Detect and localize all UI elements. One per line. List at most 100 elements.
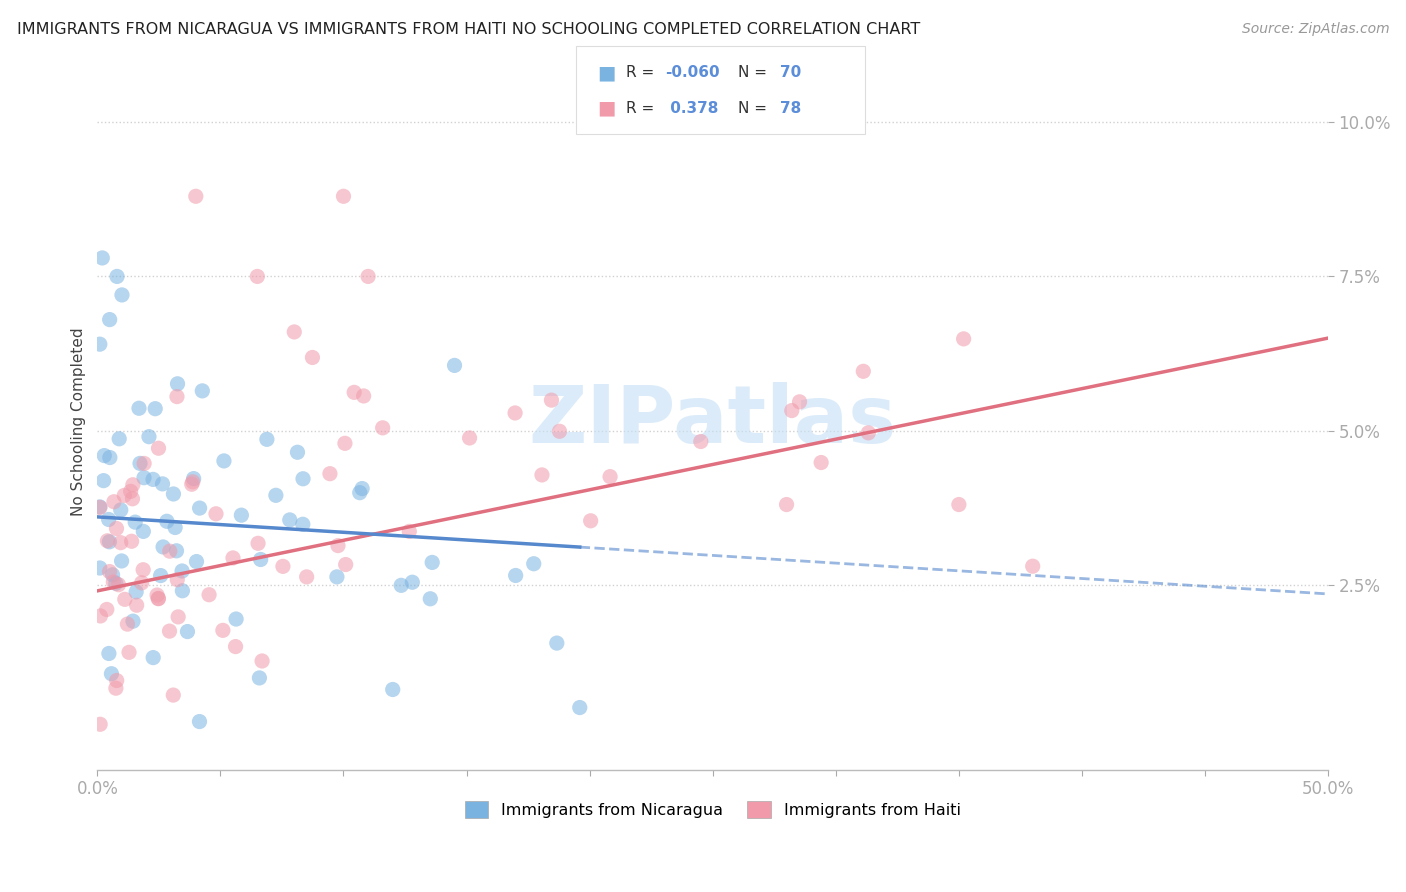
Point — [89, 500, 111, 515]
Point — [101, 567, 124, 582]
Text: -0.060: -0.060 — [665, 65, 720, 80]
Point — [283, 325, 305, 339]
Text: IMMIGRANTS FROM NICARAGUA VS IMMIGRANTS FROM HAITI NO SCHOOLING COMPLETED CORREL: IMMIGRANTS FROM NICARAGUA VS IMMIGRANTS … — [17, 22, 920, 37]
Point — [579, 514, 602, 528]
Point — [546, 636, 568, 650]
Point — [156, 514, 179, 528]
Point — [952, 332, 974, 346]
Point — [333, 436, 356, 450]
Point — [1022, 559, 1045, 574]
Point — [89, 609, 111, 624]
Point — [97, 647, 120, 661]
Point — [357, 269, 380, 284]
Point — [97, 512, 120, 526]
Point — [689, 434, 711, 449]
Point — [124, 515, 146, 529]
Text: 78: 78 — [780, 101, 801, 116]
Point — [948, 498, 970, 512]
Point — [188, 501, 211, 516]
Point — [108, 432, 131, 446]
Point — [205, 507, 228, 521]
Point — [132, 563, 155, 577]
Point — [250, 654, 273, 668]
Point — [120, 484, 142, 499]
Point — [858, 425, 880, 440]
Point — [505, 568, 527, 582]
Point — [458, 431, 481, 445]
Point — [103, 574, 125, 589]
Point — [100, 666, 122, 681]
Point — [162, 688, 184, 702]
Point — [183, 472, 205, 486]
Point — [247, 536, 270, 550]
Point — [780, 403, 803, 417]
Point — [503, 406, 526, 420]
Point — [810, 456, 832, 470]
Y-axis label: No Schooling Completed: No Schooling Completed — [72, 327, 86, 516]
Point — [134, 457, 156, 471]
Point — [371, 421, 394, 435]
Point — [398, 524, 420, 539]
Point — [191, 384, 214, 398]
Point — [159, 624, 181, 639]
Text: Source: ZipAtlas.com: Source: ZipAtlas.com — [1241, 22, 1389, 37]
Point — [98, 565, 121, 579]
Point — [98, 450, 121, 465]
Point — [212, 624, 235, 638]
Point — [186, 555, 208, 569]
Point — [143, 401, 166, 416]
Text: N =: N = — [738, 65, 772, 80]
Point — [148, 591, 170, 606]
Point — [278, 513, 301, 527]
Point — [271, 559, 294, 574]
Point — [181, 475, 204, 489]
Point — [96, 533, 118, 548]
Point — [335, 558, 357, 572]
Point — [152, 540, 174, 554]
Point — [89, 717, 111, 731]
Point — [105, 269, 128, 284]
Point — [165, 520, 187, 534]
Point — [167, 610, 190, 624]
Point — [530, 467, 553, 482]
Point — [98, 534, 121, 549]
Point — [128, 401, 150, 416]
Point — [184, 189, 207, 203]
Point — [231, 508, 253, 523]
Point — [246, 269, 269, 284]
Point — [540, 393, 562, 408]
Point — [111, 288, 134, 302]
Text: ■: ■ — [598, 63, 616, 82]
Point — [117, 617, 139, 632]
Point — [180, 477, 202, 491]
Point — [125, 585, 148, 599]
Point — [419, 591, 441, 606]
Point — [291, 517, 314, 532]
Point — [225, 612, 247, 626]
Point — [104, 576, 127, 591]
Point — [326, 570, 349, 584]
Point — [148, 442, 170, 456]
Point — [148, 591, 170, 606]
Point — [198, 588, 221, 602]
Point — [149, 568, 172, 582]
Point — [138, 430, 160, 444]
Point — [142, 650, 165, 665]
Point — [93, 449, 115, 463]
Point — [125, 598, 148, 612]
Point — [166, 390, 188, 404]
Point — [91, 251, 114, 265]
Point — [152, 476, 174, 491]
Point — [852, 364, 875, 378]
Point — [110, 554, 132, 568]
Point — [110, 535, 132, 549]
Point — [110, 503, 132, 517]
Point — [443, 359, 465, 373]
Point — [249, 552, 271, 566]
Point — [353, 389, 375, 403]
Point — [256, 433, 278, 447]
Point — [103, 494, 125, 508]
Text: 70: 70 — [780, 65, 801, 80]
Point — [89, 561, 111, 575]
Point — [121, 477, 143, 491]
